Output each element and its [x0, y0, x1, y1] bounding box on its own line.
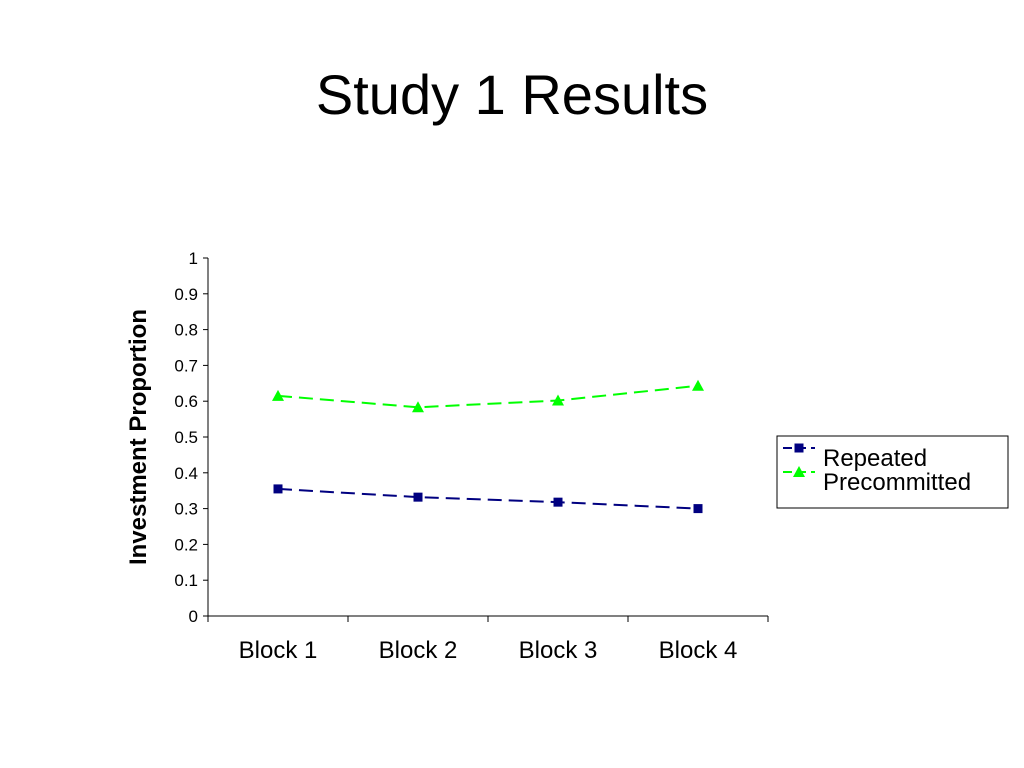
series-repeated: [273, 484, 703, 514]
data-point: [273, 484, 283, 494]
y-axis-label: Investment Proportion: [125, 309, 152, 565]
y-tick-label: 0.8: [174, 321, 198, 340]
data-point: [692, 379, 704, 391]
series-line: [277, 487, 699, 510]
series-line: [277, 384, 699, 409]
slide-title: Study 1 Results: [315, 63, 709, 126]
y-axis-label-group: Investment Proportion: [125, 309, 152, 565]
y-tick-label: 0.4: [174, 464, 198, 483]
axes: [203, 257, 769, 622]
data-point: [413, 492, 423, 502]
legend-label: Repeated: [823, 445, 927, 472]
y-tick-label: 0.9: [174, 285, 198, 304]
y-tick-label: 0.1: [174, 571, 198, 590]
y-tick-label: 0.5: [174, 428, 198, 447]
y-tick-label: 0.3: [174, 500, 198, 519]
x-tick-label: Block 4: [659, 637, 738, 664]
y-tick-labels: 0 0.1 0.2 0.3 0.4 0.5 0.6 0.7 0.8 0.9 1: [174, 249, 198, 626]
legend-entry-repeated: Repeated: [783, 443, 927, 472]
x-tick-label: Block 2: [379, 637, 458, 664]
data-point: [553, 497, 563, 507]
x-tick-label: Block 1: [239, 637, 318, 664]
legend-marker: [793, 466, 805, 477]
legend-box: [776, 435, 1009, 509]
data-point: [693, 504, 703, 514]
y-tick-label: 0.2: [174, 535, 198, 554]
legend-label: Precommitted: [823, 469, 971, 496]
y-tick-label: 1: [189, 249, 198, 268]
series-precommitted: [272, 379, 704, 413]
data-point: [412, 401, 424, 413]
x-tick-label: Block 3: [519, 637, 598, 664]
series-layer: [272, 379, 704, 514]
data-point: [272, 389, 284, 401]
x-tick-labels: Block 1 Block 2 Block 3 Block 4: [239, 637, 738, 664]
y-tick-label: 0: [189, 607, 198, 626]
data-point: [552, 394, 564, 406]
legend-entry-precommitted: Precommitted: [783, 466, 971, 496]
y-tick-label: 0.7: [174, 356, 198, 375]
y-tick-label: 0.6: [174, 392, 198, 411]
legend-marker: [794, 443, 804, 453]
